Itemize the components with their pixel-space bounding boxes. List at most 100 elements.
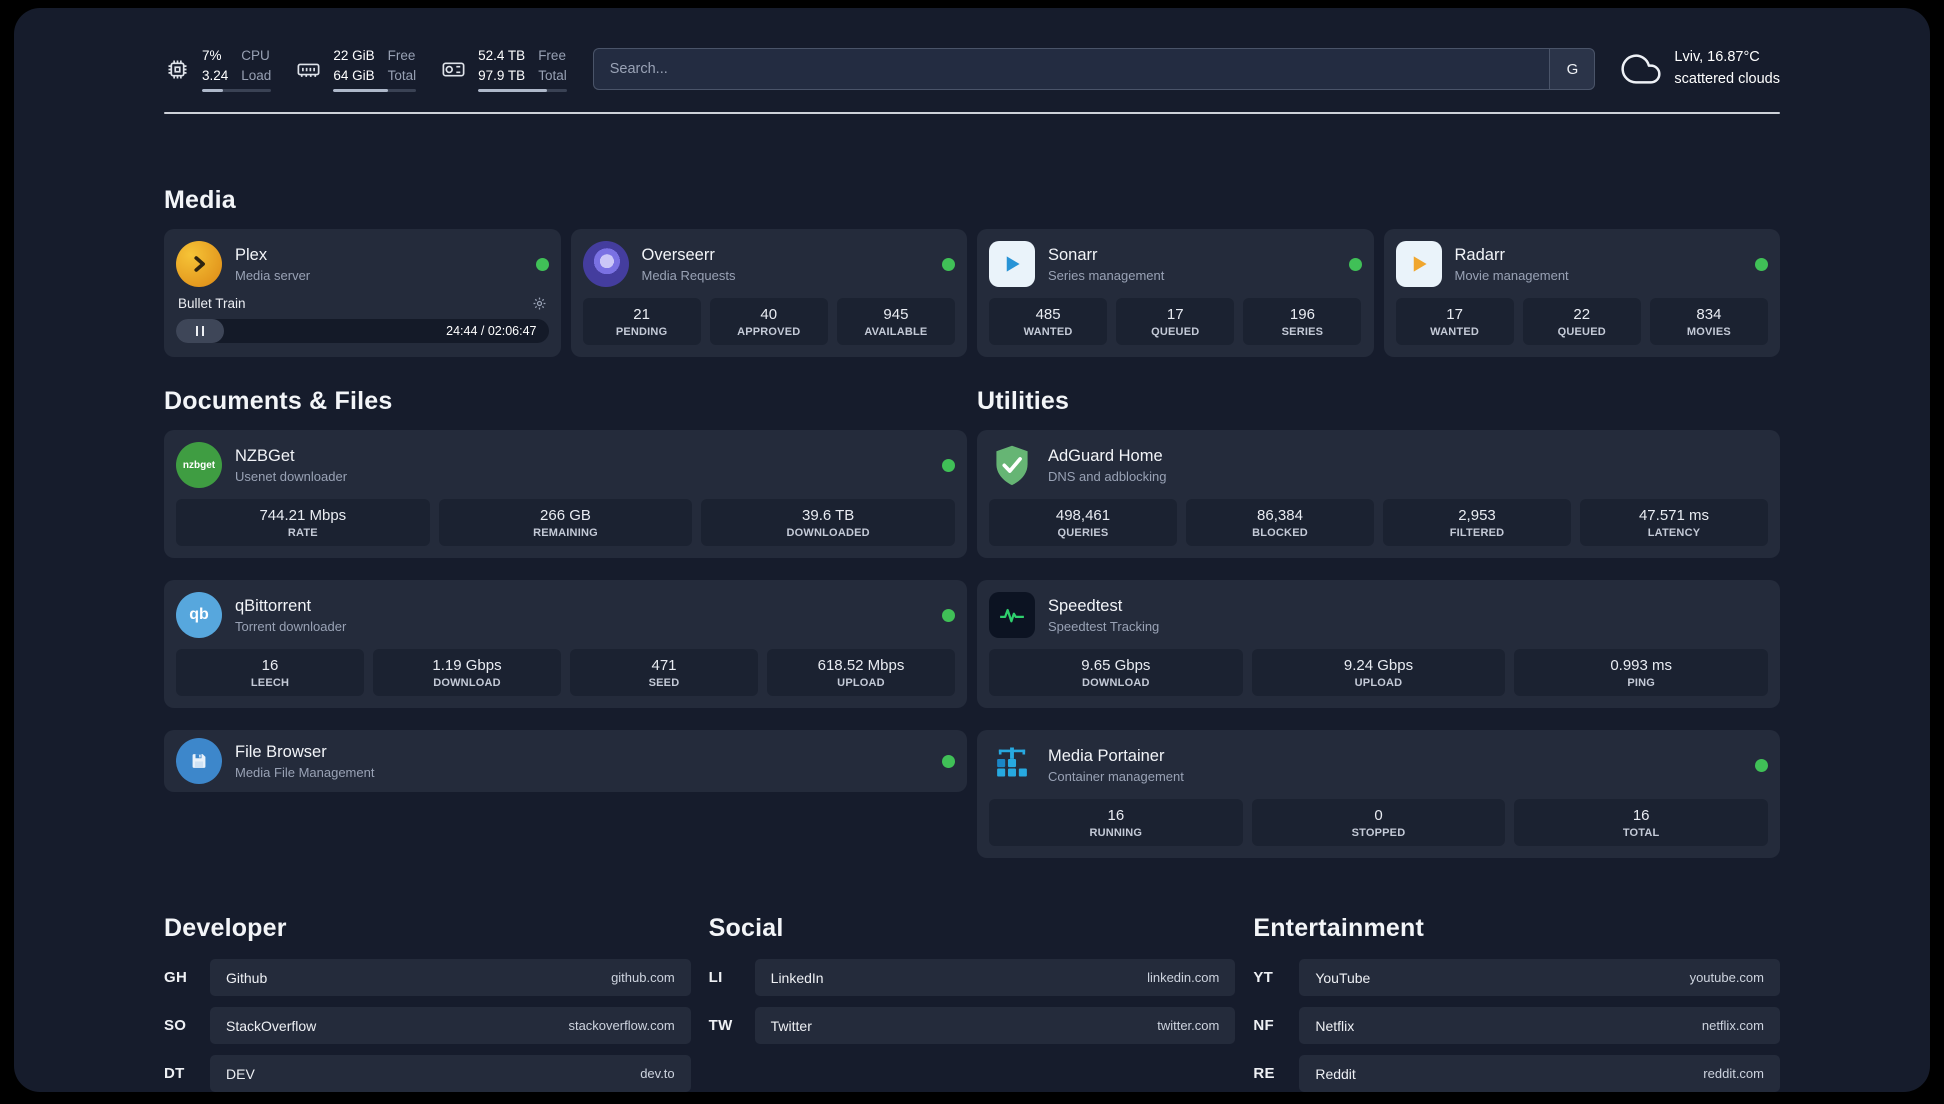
stat-tile: 16 LEECH [176, 649, 364, 697]
status-dot [942, 458, 955, 472]
app-name: Radarr [1454, 245, 1505, 264]
app-card-nzbget[interactable]: nzbget NZBGet Usenet downloader 744.21 M… [164, 430, 967, 559]
app-card-overseerr[interactable]: Overseerr Media Requests 21 PENDING 40 A… [570, 229, 967, 358]
app-name: NZBGet [235, 446, 295, 465]
seek-bar[interactable]: 24:44 / 02:06:47 [176, 319, 549, 344]
stat-label: WANTED [1430, 326, 1480, 339]
status-dot [535, 257, 549, 271]
ram-total-value: 64 GiB [333, 67, 375, 83]
app-card-adguard[interactable]: AdGuard Home DNS and adblocking 498,461 … [977, 430, 1780, 559]
ram-readout: 22 GiB 64 GiB Free Total [333, 46, 417, 93]
now-playing-title: Bullet Train [178, 296, 246, 312]
cpu-widget: 7% 3.24 CPU Load [164, 46, 272, 93]
bookmark-name: Reddit [1315, 1065, 1356, 1082]
plex-icon [176, 241, 222, 288]
gear-icon[interactable] [532, 296, 547, 311]
app-name: File Browser [235, 742, 327, 761]
app-card-filebrowser[interactable]: File Browser Media File Management [164, 730, 967, 793]
system-stats: 7% 3.24 CPU Load [164, 46, 567, 93]
stat-value: 945 [883, 306, 909, 324]
app-name: Media Portainer [1048, 746, 1165, 765]
stat-tile: 498,461 QUERIES [989, 499, 1177, 547]
stat-tile: 21 PENDING [582, 298, 701, 346]
bookmark-url: netflix.com [1701, 1018, 1764, 1034]
stat-label: UPLOAD [1354, 677, 1403, 690]
app-card-sonarr[interactable]: Sonarr Series management 485 WANTED 17 Q… [977, 229, 1374, 358]
app-name: qBittorrent [235, 596, 312, 615]
stat-tile: 17 WANTED [1395, 298, 1514, 346]
header-divider [164, 112, 1780, 115]
app-card-plex[interactable]: Plex Media server Bullet Train [164, 229, 561, 358]
stat-label: STOPPED [1351, 827, 1406, 840]
bookmark-name: Twitter [770, 1017, 812, 1034]
stat-value: 17 [1446, 306, 1463, 324]
stat-tile: 9.65 Gbps DOWNLOAD [989, 649, 1243, 697]
bookmark-url: linkedin.com [1147, 970, 1220, 986]
disk-free-value: 52.4 TB [478, 48, 526, 63]
stat-label: DOWNLOADED [786, 527, 870, 540]
section-title-entertainment: Entertainment [1253, 914, 1425, 943]
section-documents: Documents & Files nzbget NZBGet Usenet d… [164, 387, 967, 793]
app-desc: DNS and adblocking [1048, 468, 1167, 484]
stat-value: 16 [1107, 807, 1125, 825]
stat-tile: 471 SEED [570, 649, 758, 697]
stat-tile: 1.19 Gbps DOWNLOAD [373, 649, 561, 697]
app-desc: Torrent downloader [235, 618, 347, 634]
bookmark-linkedin[interactable]: LI LinkedIn linkedin.com [709, 959, 1236, 997]
bookmark-url: dev.to [640, 1066, 675, 1082]
stat-value: 0.993 ms [1610, 657, 1673, 675]
weather-widget: Lviv, 16.87°C scattered clouds [1621, 47, 1780, 91]
search-engine-button[interactable]: G [1549, 48, 1596, 91]
disk-usage-bar [478, 89, 567, 93]
adguard-icon [989, 442, 1035, 488]
app-name: AdGuard Home [1048, 446, 1163, 465]
cpu-load-label: Load [241, 67, 272, 83]
app-desc: Movie management [1454, 267, 1569, 283]
disk-free-label: Free [538, 48, 566, 63]
stat-tile: 945 AVAILABLE [836, 298, 955, 346]
app-card-qbittorrent[interactable]: qb qBittorrent Torrent downloader 16 LEE… [164, 580, 967, 709]
stat-label: SERIES [1281, 326, 1324, 339]
section-social: Social LI LinkedIn linkedin.com TW Twitt… [709, 914, 1236, 1045]
app-card-radarr[interactable]: Radarr Movie management 17 WANTED 22 QUE… [1383, 229, 1780, 358]
search-bar: G [592, 48, 1596, 91]
app-name: Sonarr [1048, 245, 1098, 264]
stat-value: 498,461 [1055, 507, 1111, 525]
bookmark-abbr: RE [1253, 1065, 1275, 1083]
bookmark-stackoverflow[interactable]: SO StackOverflow stackoverflow.com [164, 1007, 691, 1045]
bookmark-url: youtube.com [1689, 970, 1764, 986]
stat-value: 618.52 Mbps [817, 657, 905, 675]
cpu-label: CPU [241, 48, 270, 63]
bookmark-netflix[interactable]: NF Netflix netflix.com [1253, 1007, 1780, 1045]
bookmark-reddit[interactable]: RE Reddit reddit.com [1253, 1055, 1780, 1092]
stat-label: FILTERED [1449, 527, 1505, 540]
search-input[interactable] [592, 48, 1550, 91]
app-desc: Container management [1048, 768, 1184, 784]
app-card-portainer[interactable]: Media Portainer Container management 16 … [977, 730, 1780, 859]
stat-tile: 0 STOPPED [1251, 799, 1506, 847]
top-bar: 7% 3.24 CPU Load [164, 46, 1780, 93]
stat-label: AVAILABLE [864, 326, 928, 339]
app-desc: Media File Management [235, 764, 375, 780]
cpu-readout: 7% 3.24 CPU Load [202, 46, 272, 93]
stat-label: LEECH [250, 677, 290, 690]
bookmark-dev[interactable]: DT DEV dev.to [164, 1055, 691, 1092]
disk-widget: 52.4 TB 97.9 TB Free Total [440, 46, 567, 93]
pause-icon[interactable] [196, 326, 205, 337]
bookmark-abbr: YT [1253, 969, 1274, 987]
stat-label: BLOCKED [1252, 527, 1308, 540]
bookmark-twitter[interactable]: TW Twitter twitter.com [709, 1007, 1236, 1045]
stat-tile: 2,953 FILTERED [1383, 499, 1571, 547]
stat-label: APPROVED [737, 326, 801, 339]
cpu-usage-fill [202, 89, 223, 93]
app-name: Speedtest [1048, 596, 1123, 615]
app-card-speedtest[interactable]: Speedtest Speedtest Tracking 9.65 Gbps D… [977, 580, 1780, 709]
stat-label: QUERIES [1057, 527, 1109, 540]
bookmark-youtube[interactable]: YT YouTube youtube.com [1253, 959, 1780, 997]
stat-tile: 40 APPROVED [709, 298, 828, 346]
stat-label: QUEUED [1151, 326, 1200, 339]
ram-free-label: Free [387, 48, 416, 63]
bookmark-name: DEV [226, 1065, 255, 1082]
stat-value: 196 [1289, 306, 1315, 324]
bookmark-github[interactable]: GH Github github.com [164, 959, 691, 997]
